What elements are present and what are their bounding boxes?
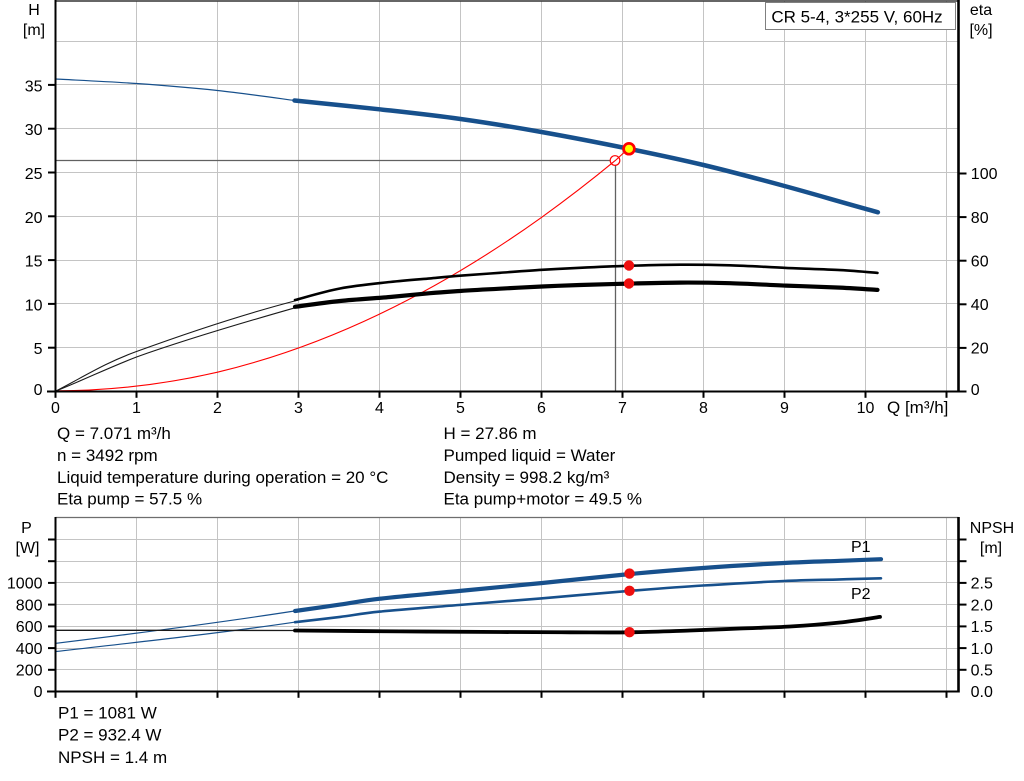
- svg-text:Eta pump+motor = 49.5 %: Eta pump+motor = 49.5 %: [444, 490, 642, 509]
- svg-text:[m]: [m]: [980, 540, 1002, 557]
- svg-text:[W]: [W]: [16, 540, 40, 557]
- svg-text:0: 0: [34, 684, 43, 701]
- svg-text:1000: 1000: [7, 576, 43, 593]
- svg-text:9: 9: [780, 400, 789, 417]
- svg-text:0.0: 0.0: [971, 684, 993, 701]
- svg-text:6: 6: [537, 400, 546, 417]
- svg-text:600: 600: [16, 619, 43, 636]
- svg-text:40: 40: [971, 297, 989, 314]
- svg-text:P2: P2: [851, 586, 871, 603]
- svg-text:25: 25: [25, 166, 43, 183]
- svg-text:[m]: [m]: [23, 22, 45, 39]
- svg-text:P2 = 932.4 W: P2 = 932.4 W: [58, 726, 161, 745]
- svg-text:2.0: 2.0: [971, 597, 993, 614]
- svg-text:H = 27.86 m: H = 27.86 m: [444, 424, 537, 443]
- svg-text:60: 60: [971, 253, 989, 270]
- svg-text:[%]: [%]: [969, 22, 992, 39]
- svg-text:P1: P1: [851, 539, 871, 556]
- svg-text:H: H: [28, 2, 40, 19]
- svg-text:5: 5: [34, 341, 43, 358]
- svg-text:15: 15: [25, 254, 43, 271]
- svg-text:800: 800: [16, 597, 43, 614]
- svg-text:Q [m³/h]: Q [m³/h]: [887, 398, 948, 417]
- svg-text:8: 8: [699, 400, 708, 417]
- svg-text:10: 10: [25, 297, 43, 314]
- svg-text:0: 0: [34, 382, 43, 399]
- svg-text:3: 3: [294, 400, 303, 417]
- svg-text:2.5: 2.5: [971, 576, 993, 593]
- svg-text:NPSH = 1.4 m: NPSH = 1.4 m: [58, 748, 167, 767]
- svg-text:400: 400: [16, 641, 43, 658]
- svg-text:35: 35: [25, 78, 43, 95]
- svg-text:10: 10: [857, 400, 875, 417]
- svg-text:P1 = 1081 W: P1 = 1081 W: [58, 703, 157, 722]
- svg-text:NPSH: NPSH: [970, 520, 1014, 537]
- svg-text:CR 5-4, 3*255 V, 60Hz: CR 5-4, 3*255 V, 60Hz: [771, 8, 942, 27]
- svg-text:n = 3492 rpm: n = 3492 rpm: [57, 446, 158, 465]
- svg-text:0: 0: [971, 382, 980, 399]
- svg-text:100: 100: [971, 166, 998, 183]
- svg-text:Q = 7.071 m³/h: Q = 7.071 m³/h: [57, 424, 171, 443]
- svg-text:20: 20: [25, 210, 43, 227]
- svg-text:4: 4: [375, 400, 384, 417]
- svg-text:0.5: 0.5: [971, 663, 993, 680]
- svg-text:0: 0: [51, 400, 60, 417]
- svg-text:Liquid temperature during oper: Liquid temperature during operation = 20…: [57, 468, 388, 487]
- svg-text:30: 30: [25, 122, 43, 139]
- svg-text:1.5: 1.5: [971, 619, 993, 636]
- svg-text:2: 2: [213, 400, 222, 417]
- svg-text:200: 200: [16, 663, 43, 680]
- svg-text:7: 7: [618, 400, 627, 417]
- svg-text:1.0: 1.0: [971, 641, 993, 658]
- svg-text:5: 5: [456, 400, 465, 417]
- svg-text:eta: eta: [970, 2, 992, 19]
- svg-text:80: 80: [971, 210, 989, 227]
- svg-text:Density = 998.2 kg/m³: Density = 998.2 kg/m³: [444, 468, 610, 487]
- svg-text:1: 1: [132, 400, 141, 417]
- svg-text:Eta pump = 57.5 %: Eta pump = 57.5 %: [57, 490, 202, 509]
- svg-text:20: 20: [971, 341, 989, 358]
- svg-text:Pumped liquid = Water: Pumped liquid = Water: [444, 446, 616, 465]
- svg-text:P: P: [21, 520, 32, 537]
